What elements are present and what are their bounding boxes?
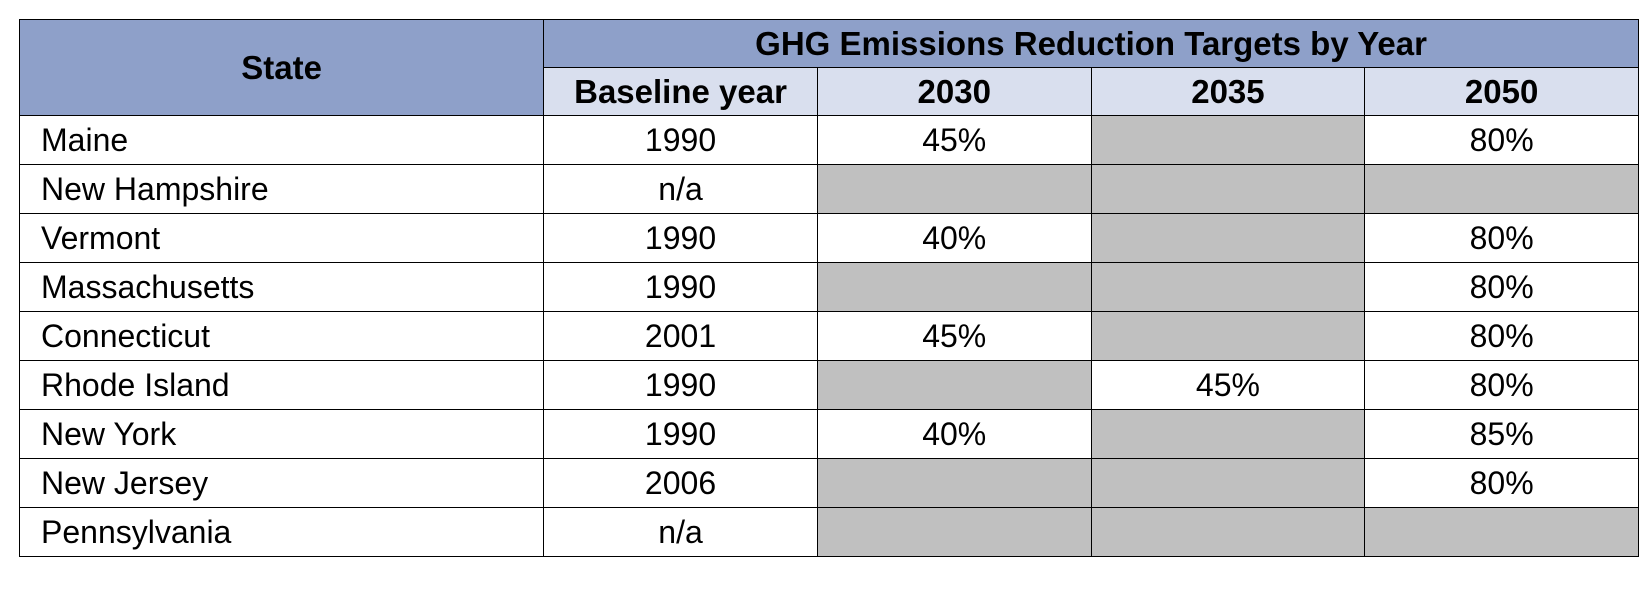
table-row: Connecticut 2001 45% 80%	[18, 311, 1639, 361]
table-row: Pennsylvania n/a	[18, 507, 1639, 557]
target-2030-cell	[816, 507, 1092, 557]
target-2035-cell	[1090, 458, 1366, 508]
target-2050-cell: 80%	[1364, 311, 1639, 361]
state-cell: Maine	[18, 115, 545, 165]
state-cell: New Hampshire	[18, 164, 545, 214]
target-2030-cell	[816, 458, 1092, 508]
target-2050-cell: 85%	[1364, 409, 1639, 459]
target-2035-cell	[1090, 507, 1366, 557]
target-2030-cell	[816, 262, 1092, 312]
baseline-year-cell: 2006	[543, 458, 818, 508]
target-2030-cell: 45%	[816, 311, 1092, 361]
year-2050-header: 2050	[1364, 67, 1639, 116]
baseline-year-cell: 2001	[543, 311, 818, 361]
target-2050-cell	[1364, 164, 1639, 214]
baseline-year-header: Baseline year	[543, 67, 818, 116]
target-2030-cell: 40%	[816, 409, 1092, 459]
table-header: State GHG Emissions Reduction Targets by…	[18, 19, 1639, 116]
state-cell: Pennsylvania	[18, 507, 545, 557]
target-2050-cell: 80%	[1364, 458, 1639, 508]
target-2035-cell: 45%	[1090, 360, 1366, 410]
baseline-year-cell: 1990	[543, 115, 818, 165]
targets-group-header: GHG Emissions Reduction Targets by Year	[543, 19, 1639, 68]
target-2050-cell: 80%	[1364, 360, 1639, 410]
target-2050-cell: 80%	[1364, 115, 1639, 165]
table-row: Maine 1990 45% 80%	[18, 115, 1639, 165]
baseline-year-cell: 1990	[543, 360, 818, 410]
year-2030-header: 2030	[816, 67, 1092, 116]
target-2050-cell	[1364, 507, 1639, 557]
baseline-year-cell: 1990	[543, 262, 818, 312]
state-cell: Rhode Island	[18, 360, 545, 410]
header-row-years: Baseline year 2030 2035 2050	[20, 67, 1639, 116]
table-body: Maine 1990 45% 80% New Hampshire n/a Vermont 19…	[18, 115, 1639, 557]
target-2030-cell	[816, 360, 1092, 410]
target-2035-cell	[1090, 164, 1366, 214]
state-column-header: State	[18, 19, 545, 116]
baseline-year-cell: 1990	[543, 213, 818, 263]
target-2035-cell	[1090, 115, 1366, 165]
header-row-group: State GHG Emissions Reduction Targets by…	[18, 19, 1639, 116]
target-2035-cell	[1090, 409, 1366, 459]
table-row: Massachusetts 1990 80%	[18, 262, 1639, 312]
target-2035-cell	[1090, 311, 1366, 361]
table-row: Rhode Island 1990 45% 80%	[18, 360, 1639, 410]
target-2050-cell: 80%	[1364, 213, 1639, 263]
baseline-year-cell: n/a	[543, 507, 818, 557]
target-2035-cell	[1090, 213, 1366, 263]
table-row: New Hampshire n/a	[18, 164, 1639, 214]
state-cell: New Jersey	[18, 458, 545, 508]
state-cell: Vermont	[18, 213, 545, 263]
ghg-targets-table: State GHG Emissions Reduction Targets by…	[18, 19, 1639, 557]
year-2035-header: 2035	[1090, 67, 1366, 116]
target-2030-cell	[816, 164, 1092, 214]
table-row: Vermont 1990 40% 80%	[18, 213, 1639, 263]
baseline-year-cell: 1990	[543, 409, 818, 459]
target-2050-cell: 80%	[1364, 262, 1639, 312]
state-cell: Connecticut	[18, 311, 545, 361]
target-2035-cell	[1090, 262, 1366, 312]
table-row: New York 1990 40% 85%	[18, 409, 1639, 459]
state-cell: Massachusetts	[18, 262, 545, 312]
state-cell: New York	[18, 409, 545, 459]
target-2030-cell: 45%	[816, 115, 1092, 165]
baseline-year-cell: n/a	[543, 164, 818, 214]
table-row: New Jersey 2006 80%	[18, 458, 1639, 508]
target-2030-cell: 40%	[816, 213, 1092, 263]
